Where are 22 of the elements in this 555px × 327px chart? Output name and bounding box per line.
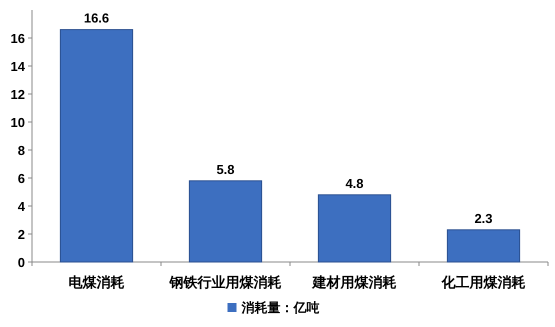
y-tick-label: 12	[10, 87, 25, 102]
bar	[188, 180, 262, 262]
y-tick-label: 16	[10, 31, 25, 46]
x-tick-label: 化工用煤消耗	[440, 274, 526, 290]
y-tick-label: 8	[18, 143, 25, 158]
x-tick-label: 建材用煤消耗	[312, 274, 396, 290]
bar	[60, 29, 134, 262]
legend-label: 消耗量：亿吨	[240, 300, 320, 315]
y-tick-label: 10	[10, 115, 25, 130]
data-label: 4.8	[345, 176, 364, 191]
x-tick-label: 电煤消耗	[68, 274, 124, 290]
x-tick-label: 钢铁行业用煤消耗	[168, 274, 282, 290]
y-tick-label: 4	[18, 199, 26, 214]
data-label: 16.6	[84, 10, 110, 26]
bar	[318, 194, 392, 262]
y-tick-label: 2	[18, 227, 25, 242]
bar	[446, 229, 520, 262]
data-label: 2.3	[474, 210, 493, 226]
y-tick-label: 0	[18, 255, 25, 270]
y-tick-label: 14	[10, 59, 26, 74]
y-tick-label: 6	[18, 171, 25, 186]
data-label: 5.8	[216, 162, 235, 177]
